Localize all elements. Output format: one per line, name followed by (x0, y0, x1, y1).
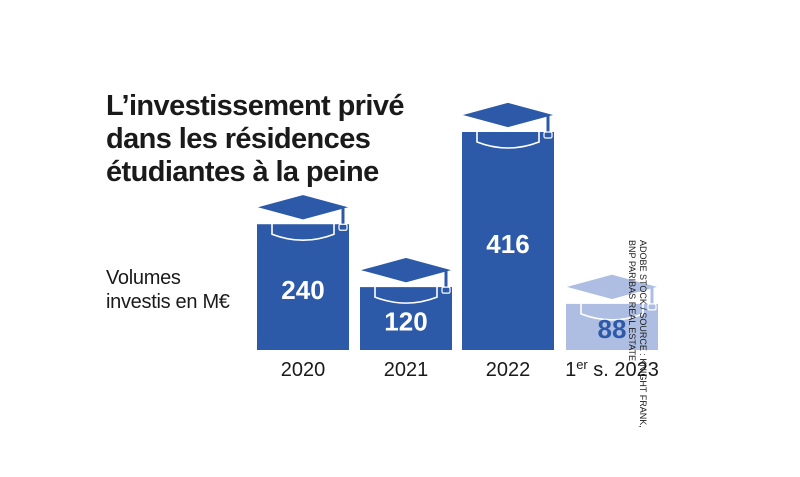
chart-title: L’investissement privé dans les résidenc… (106, 90, 426, 189)
cap-board (560, 273, 664, 301)
graduation-cap-icon (354, 256, 458, 304)
category-label: 2021 (384, 359, 429, 381)
source-line-2: BNP PARIBAS REAL ESTATE (627, 240, 637, 362)
cap-body (476, 122, 540, 149)
data-label: 120 (384, 307, 427, 337)
ylabel-line-1: Volumes (106, 267, 181, 289)
cap-tassel-end (441, 286, 451, 294)
graduation-cap-icon (560, 273, 664, 321)
title-line-1: L’investissement privé (106, 90, 404, 122)
source-credit: ADOBE STOCK / SOURCE : KNIGHT FRANK, BNP… (626, 240, 648, 428)
title-line-3: étudiantes à la peine (106, 156, 379, 188)
bar (257, 224, 349, 350)
cap-board (354, 256, 458, 284)
bar-group: 120 (354, 256, 458, 350)
y-axis-label: Volumes investis en M€ (106, 266, 246, 314)
bar (462, 132, 554, 350)
category-label: 2022 (486, 359, 531, 381)
ylabel-line-2: investis en M€ (106, 291, 230, 313)
cap-tassel-end (543, 131, 553, 139)
cap-board (456, 101, 560, 129)
bar-group: 88 (560, 273, 664, 350)
bar-group: 416 (456, 101, 560, 350)
cap-body (271, 214, 335, 241)
source-line-1: ADOBE STOCK / SOURCE : KNIGHT FRANK, (638, 240, 648, 428)
bar-group: 240 (251, 193, 355, 350)
data-label: 416 (486, 229, 529, 259)
cap-board (251, 193, 355, 222)
cap-tassel-end (338, 223, 348, 231)
graduation-cap-icon (456, 101, 560, 149)
title-line-2: dans les résidences (106, 123, 371, 155)
category-label: 2020 (281, 359, 326, 381)
graduation-cap-icon (251, 193, 355, 241)
data-label: 240 (281, 275, 324, 305)
category-label: 1er s. 2023 (565, 357, 659, 381)
data-label: 88 (598, 314, 627, 344)
cap-body (374, 277, 438, 304)
cap-tassel-end (647, 303, 657, 311)
cap-body (580, 293, 644, 321)
